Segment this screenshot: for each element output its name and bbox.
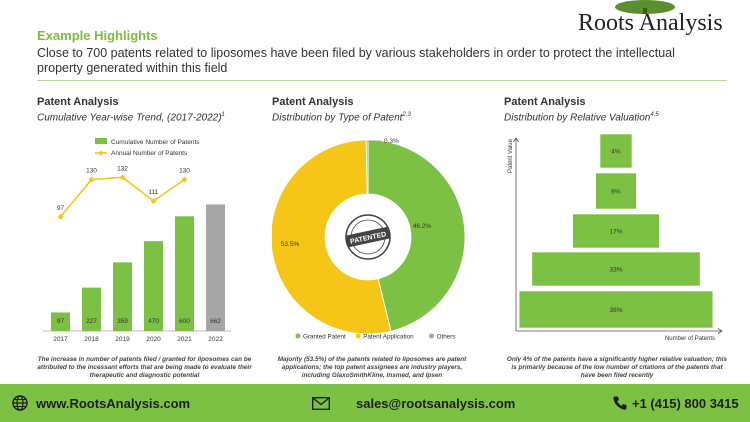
tree-icon [615,0,675,14]
line-point [57,213,64,220]
line-point [119,174,126,181]
bar-value-label: 662 [210,318,221,325]
patent-type-donut-chart: 46.2% 53.5% 0.3% PATENTED Granted Patent Pate… [272,138,466,341]
panel-title: Patent Analysis [37,96,119,108]
footer-email[interactable]: sales@rootsanalysis.com [312,384,515,422]
slice-value-label: 53.5% [281,241,300,248]
x-tick-label: 2021 [177,336,192,343]
footer-website-text: www.RootsAnalysis.com [36,395,191,411]
panel-type-of-patent: Patent Analysis Distribution by Type of … [272,96,472,379]
annual-line [59,176,185,218]
slice-value-label: 46.2% [413,223,432,230]
line-point [150,198,157,204]
x-tick-label: 2020 [146,336,161,343]
pyramid-bar-label: 8% [611,189,621,196]
panel-title: Patent Analysis [272,96,354,108]
phone-icon [613,396,627,410]
pyramid-bar-4pct [599,133,633,169]
pyramid-bar-8pct [595,172,637,210]
panel-subtitle: Distribution by Type of Patent2,3 [272,112,411,124]
pyramid-bar-label: 17% [609,229,622,236]
x-tick-label: 2019 [115,336,130,343]
x-axis-label: Number of Patents [665,336,715,342]
x-tick-label: 2017 [53,336,68,343]
panel-caption: Only 4% of the patents have a significan… [506,356,728,379]
bar-value-label: 97 [57,318,65,325]
line-value-label: 130 [86,168,97,175]
bar-2018 [82,287,101,331]
x-tick-label: 2018 [84,336,99,343]
legend-label: Others [437,334,456,341]
logo-text: Roots Analysis [578,10,723,36]
legend-label-bar: Cumulative Number of Patents [111,139,200,146]
footer-bar: www.RootsAnalysis.com sales@rootsanalysi… [0,384,750,422]
legend-label: Granted Patent [303,334,346,341]
pyramid-bar-label: 33% [609,267,622,274]
stamp-banner [345,226,391,248]
panel-relative-valuation: Patent Analysis Distribution by Relative… [504,96,730,379]
x-axis-arrow [717,328,723,334]
footer-phone-text: +1 (415) 800 3415 [632,395,739,411]
bar-2022 [206,204,225,331]
pyramid-bar-label: 38% [609,307,622,314]
bar-value-label: 600 [179,318,190,325]
line-value-label: 130 [179,168,190,175]
line-value-label: 97 [57,205,65,212]
envelope-icon [312,396,330,410]
legend-swatch [355,333,361,339]
legend-swatch [295,333,301,339]
donut-slice-patent-application [272,139,392,335]
bar-value-label: 227 [86,318,97,325]
page-headline: Close to 700 patents related to liposome… [37,46,675,75]
bar-2020 [144,241,163,331]
bar-value-label: 470 [148,318,159,325]
line-point [88,176,95,183]
legend-label-line: Annual Number of Patents [111,150,188,157]
section-kicker: Example Highlights [37,28,158,43]
legend-swatch-bar [95,138,107,144]
footer-website[interactable]: www.RootsAnalysis.com [12,384,190,422]
roots-analysis-logo[interactable]: Roots Analysis [566,0,750,46]
panel-subtitle: Cumulative Year-wise Trend, (2017-2022)1 [37,112,225,124]
pyramid-bar-38pct [518,290,714,329]
legend-swatch [429,333,435,339]
panel-caption: The increase in number of patents filed … [37,356,252,379]
y-axis-label: Patent Value [508,138,514,173]
footer-phone[interactable]: +1 (415) 800 3415 [612,384,739,422]
x-tick-label: 2022 [208,336,223,343]
footer-email-text: sales@rootsanalysis.com [356,395,516,411]
yearwise-bar-chart: 97 2017 227 2018 359 2019 470 2020 600 2021 662 202… [43,138,231,343]
panel-subtitle: Distribution by Relative Valuation4,5 [504,112,659,124]
bar-value-label: 359 [117,318,128,325]
valuation-pyramid-chart: 4% 8% 17% 33% 38% Patent Value Number of Paten… [508,133,723,342]
panel-title: Patent Analysis [504,96,586,108]
slice-value-label: 0.3% [384,138,399,145]
legend-swatch-marker [98,150,104,156]
line-value-label: 132 [117,165,128,172]
pyramid-bar-17pct [572,213,660,249]
bar-2021 [175,216,194,331]
patented-stamp: PATENTED [345,214,391,260]
panel-caption: Majority (53.5%) of the patents related … [277,356,467,379]
donut-slice-others [365,139,369,195]
y-axis-arrow [513,137,519,143]
legend-label: Patent Application [363,334,414,341]
header-divider [37,80,727,81]
pyramid-bar-33pct [531,251,701,287]
line-point [181,176,188,183]
globe-icon [12,395,28,411]
line-value-label: 111 [149,189,159,196]
panel-yearwise-trend: Patent Analysis Cumulative Year-wise Tre… [37,96,252,379]
bar-2019 [113,262,132,331]
donut-slice-granted-patent [367,139,466,332]
pyramid-bar-label: 4% [611,149,621,156]
bar-2017 [51,312,70,331]
